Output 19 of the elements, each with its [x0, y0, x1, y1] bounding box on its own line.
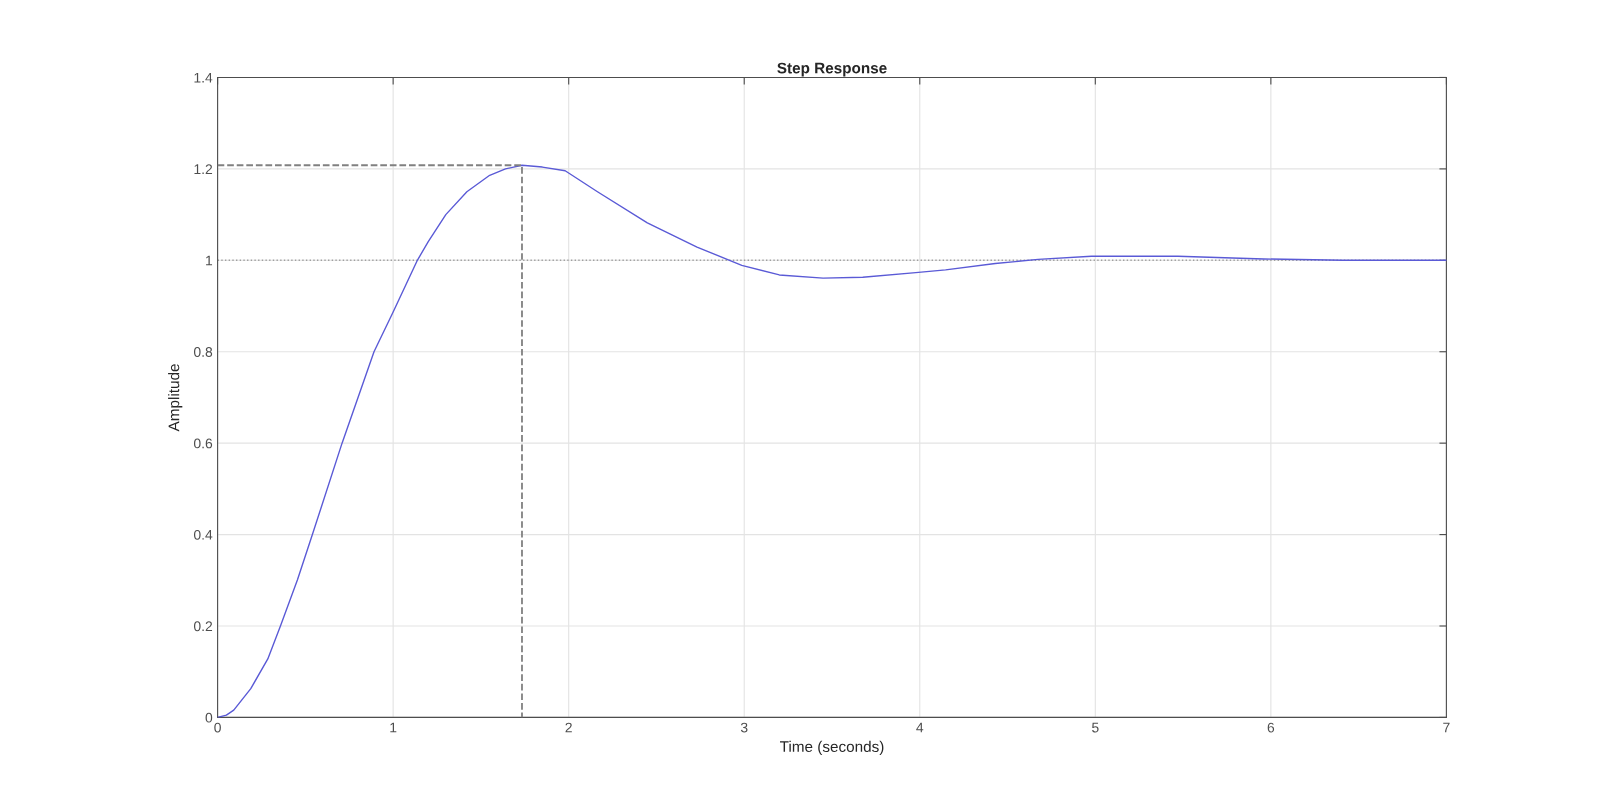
x-tick-label: 2 [565, 722, 572, 733]
y-tick-label: 0.4 [193, 529, 213, 540]
chart-title: Step Response [777, 62, 887, 77]
x-tick-label: 0 [214, 722, 221, 733]
x-axis-title: Time (seconds) [780, 740, 884, 756]
y-tick-label: 0 [205, 712, 213, 723]
x-tick-label: 4 [916, 722, 924, 733]
y-axis-title: Amplitude [168, 364, 183, 432]
y-tick-label: 1 [206, 255, 213, 266]
y-tick-label: 1.2 [194, 164, 213, 174]
x-tick-label: 6 [1267, 722, 1275, 733]
y-tick-label: 1.4 [194, 72, 213, 83]
x-tick-label: 1 [390, 722, 397, 733]
y-tick-label: 0.2 [193, 621, 213, 632]
x-tick-label: 5 [1092, 722, 1099, 733]
y-tick-label: 0.8 [193, 347, 213, 357]
x-tick-label: 3 [740, 722, 748, 733]
y-tick-label: 0.6 [193, 438, 213, 449]
x-tick-label: 7 [1443, 722, 1450, 733]
